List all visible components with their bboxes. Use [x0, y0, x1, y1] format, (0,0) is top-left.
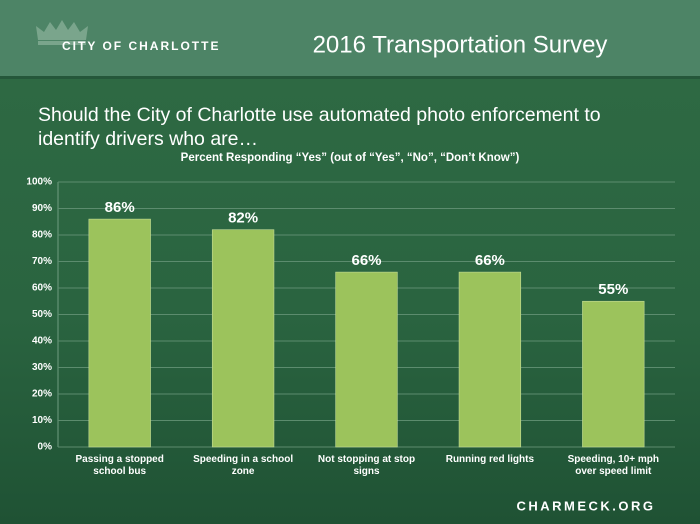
x-tick-label: Speeding in a school zone — [193, 454, 294, 477]
value-label: 66% — [475, 252, 505, 269]
header-rule — [0, 76, 700, 79]
slide-title: 2016 Transportation Survey — [313, 31, 608, 58]
value-label: 55% — [598, 281, 628, 298]
footer: CHARMECK.ORG — [516, 498, 655, 513]
chart-title: Should the City of Charlotte use automat… — [38, 104, 601, 150]
y-tick-label: 70% — [32, 256, 52, 267]
y-tick-label: 60% — [32, 283, 52, 294]
y-tick-label: 100% — [26, 177, 52, 188]
header-band — [0, 0, 700, 78]
y-tick-label: 0% — [38, 442, 53, 453]
bar — [211, 229, 275, 448]
logo-crown — [36, 20, 88, 45]
x-tick-label: Passing a stopped school bus — [75, 454, 164, 477]
chart-subtitle: Percent Responding “Yes” (out of “Yes”, … — [180, 152, 520, 164]
y-tick-label: 10% — [32, 415, 52, 426]
x-tick-label: Not stopping at stop signs — [317, 454, 416, 477]
bar — [335, 271, 398, 448]
y-tick-label: 20% — [32, 389, 52, 400]
logo-text: CITY OF CHARLOTTE — [62, 39, 220, 53]
x-tick-label: Running red lights — [445, 454, 535, 465]
value-label: 66% — [351, 252, 381, 269]
y-tick-label: 30% — [32, 362, 52, 373]
bar — [582, 300, 645, 448]
value-label: 82% — [228, 210, 258, 227]
y-tick-label: 80% — [32, 230, 52, 241]
y-tick-label: 90% — [32, 203, 52, 214]
x-tick-label: Speeding, 10+ mph over speed limit — [567, 454, 659, 477]
bar — [88, 218, 151, 448]
y-tick-label: 50% — [32, 309, 52, 320]
value-label: 86% — [105, 199, 135, 216]
bar — [458, 271, 522, 448]
y-tick-label: 40% — [32, 336, 52, 347]
